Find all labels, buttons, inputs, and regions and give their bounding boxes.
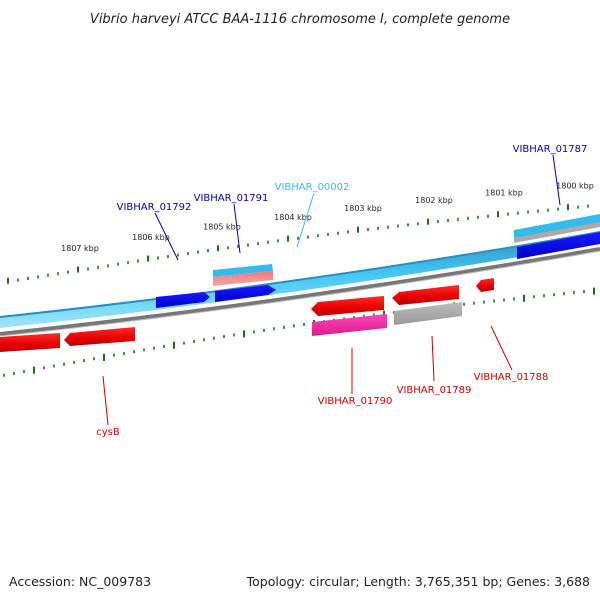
chromosome-backbone-edge: [0, 231, 600, 318]
gene-vibhar-00002-shadow: [213, 271, 273, 286]
accession-text: Accession: NC_009783: [9, 574, 151, 589]
leader-vibhar-01791: [233, 203, 241, 254]
gene-vibhar-01788[interactable]: [476, 278, 494, 292]
ruler-label: 1807 kbp: [61, 244, 99, 253]
label-vibhar-01792[interactable]: VIBHAR_01792: [117, 202, 192, 213]
gene-vibhar-01790[interactable]: [312, 314, 387, 336]
label-vibhar-01790[interactable]: VIBHAR_01790: [318, 396, 393, 407]
leader-vibhar-01792: [154, 212, 179, 261]
label-vibhar-01789[interactable]: VIBHAR_01789: [397, 385, 472, 396]
gene-vibhar-01787-backbone[interactable]: [517, 232, 600, 259]
genome-stats-text: Topology: circular; Length: 3,765,351 bp…: [246, 574, 590, 589]
gene-vibhar-01790-upper[interactable]: [311, 296, 384, 316]
gene-vibhar-01789-upper[interactable]: [392, 285, 459, 305]
label-cysb[interactable]: cysB: [96, 427, 120, 438]
ruler-label: 1804 kbp: [274, 213, 312, 222]
ruler-label: 1806 kbp: [132, 233, 170, 242]
leader-cysb: [102, 375, 109, 426]
ruler-label: 1805 kbp: [203, 223, 241, 232]
gene-vibhar-01787-upper[interactable]: [514, 214, 600, 240]
gene-vibhar-01792[interactable]: [156, 292, 210, 308]
label-vibhar-01788[interactable]: VIBHAR_01788: [474, 372, 549, 383]
chromosome-inner-track: [0, 247, 600, 336]
ruler-label: 1802 kbp: [415, 196, 453, 205]
label-vibhar-01787[interactable]: VIBHAR_01787: [513, 144, 588, 155]
chromosome-inner-track-highlight: [0, 250, 600, 337]
label-vibhar-01791[interactable]: VIBHAR_01791: [194, 193, 269, 204]
gene-vibhar-01791[interactable]: [215, 285, 276, 302]
gene-vibhar-01787-upper-shadow: [514, 222, 600, 243]
gene-cysb-part1[interactable]: [0, 333, 60, 352]
ruler-label: 1801 kbp: [485, 189, 523, 198]
leader-vibhar-01788: [490, 325, 513, 371]
label-vibhar-00002[interactable]: VIBHAR_00002: [275, 182, 350, 193]
leader-vibhar-01787: [552, 154, 561, 206]
leader-vibhar-00002: [296, 192, 315, 248]
map-title: Vibrio harveyi ATCC BAA-1116 chromosome …: [90, 12, 510, 27]
leader-vibhar-01789: [431, 335, 435, 382]
gene-vibhar-01789[interactable]: [394, 302, 462, 325]
ruler-label: 1800 kbp: [556, 181, 594, 190]
gene-vibhar-00002[interactable]: [213, 264, 273, 277]
gene-cysb[interactable]: [64, 327, 135, 346]
ruler-label: 1803 kbp: [344, 204, 382, 213]
kbp-ruler: 1807 kbp 1806 kbp 1805 kbp 1804 kbp 1803 kbp…: [7, 181, 594, 284]
